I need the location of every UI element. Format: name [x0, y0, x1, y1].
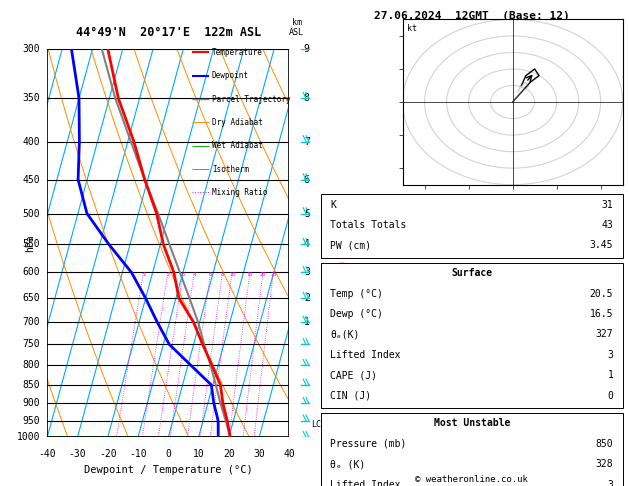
Text: Lifted Index: Lifted Index [330, 480, 401, 486]
Text: 4: 4 [304, 239, 309, 249]
Text: 750: 750 [22, 340, 40, 349]
Text: 10: 10 [192, 449, 204, 459]
Text: kt: kt [407, 24, 417, 34]
Text: 43: 43 [601, 220, 613, 230]
Bar [321, 263, 623, 408]
Text: 10: 10 [229, 273, 235, 278]
Text: PW (cm): PW (cm) [330, 241, 371, 250]
Text: 5: 5 [304, 208, 309, 219]
Text: 27.06.2024  12GMT  (Base: 12): 27.06.2024 12GMT (Base: 12) [374, 11, 570, 21]
Text: Surface: Surface [451, 268, 493, 278]
Text: Temp (°C): Temp (°C) [330, 289, 383, 298]
Text: 950: 950 [22, 416, 40, 426]
Text: 20.5: 20.5 [590, 289, 613, 298]
Text: Parcel Trajectory: Parcel Trajectory [212, 95, 291, 104]
Text: 850: 850 [22, 380, 40, 390]
Text: 1: 1 [608, 370, 613, 380]
Text: 31: 31 [601, 200, 613, 209]
Text: 328: 328 [596, 459, 613, 469]
Text: 3: 3 [182, 273, 185, 278]
Text: 8: 8 [304, 93, 309, 104]
Text: 350: 350 [22, 93, 40, 104]
Text: -40: -40 [38, 449, 56, 459]
Text: Dry Adiabat: Dry Adiabat [212, 118, 263, 127]
Text: θₑ (K): θₑ (K) [330, 459, 365, 469]
Text: 800: 800 [22, 360, 40, 370]
Text: θₑ(K): θₑ(K) [330, 330, 360, 339]
Text: 4: 4 [192, 273, 196, 278]
Text: 40: 40 [284, 449, 295, 459]
Text: Lifted Index: Lifted Index [330, 350, 401, 360]
Text: 900: 900 [22, 399, 40, 408]
Text: 9: 9 [304, 44, 309, 53]
Text: 300: 300 [22, 44, 40, 53]
Text: 600: 600 [22, 267, 40, 278]
Text: 20: 20 [223, 449, 235, 459]
Text: 6: 6 [304, 174, 309, 185]
Text: 2: 2 [304, 293, 309, 303]
Text: CIN (J): CIN (J) [330, 391, 371, 400]
Text: 850: 850 [596, 439, 613, 449]
Text: 1: 1 [142, 273, 145, 278]
Text: hPa: hPa [25, 234, 35, 252]
Text: Temperature: Temperature [212, 48, 263, 57]
Text: 327: 327 [596, 330, 613, 339]
Text: -20: -20 [99, 449, 116, 459]
Text: Mixing Ratio: Mixing Ratio [212, 188, 267, 197]
Text: -30: -30 [69, 449, 86, 459]
Bar [321, 194, 623, 258]
Text: 550: 550 [22, 239, 40, 249]
Text: 7: 7 [304, 137, 309, 146]
Text: 6: 6 [209, 273, 212, 278]
Text: Dewp (°C): Dewp (°C) [330, 309, 383, 319]
Text: Isotherm: Isotherm [212, 165, 249, 174]
Text: 1000: 1000 [16, 433, 40, 442]
Text: Dewpoint / Temperature (°C): Dewpoint / Temperature (°C) [84, 465, 253, 475]
Text: 8: 8 [221, 273, 224, 278]
Text: © weatheronline.co.uk: © weatheronline.co.uk [415, 474, 528, 484]
Text: 0: 0 [608, 391, 613, 400]
Text: 25: 25 [270, 273, 277, 278]
Text: 44°49'N  20°17'E  122m ASL: 44°49'N 20°17'E 122m ASL [75, 26, 261, 39]
Text: 16.5: 16.5 [590, 309, 613, 319]
Text: 3: 3 [608, 350, 613, 360]
Bar [321, 413, 623, 486]
Text: K: K [330, 200, 336, 209]
Text: Wet Adiabat: Wet Adiabat [212, 141, 263, 150]
Text: 20: 20 [260, 273, 266, 278]
Text: 650: 650 [22, 293, 40, 303]
Text: CAPE (J): CAPE (J) [330, 370, 377, 380]
Text: 1: 1 [304, 317, 309, 327]
Text: Mixing Ratio (g/kg): Mixing Ratio (g/kg) [338, 195, 347, 291]
Text: 0: 0 [165, 449, 171, 459]
Text: Pressure (mb): Pressure (mb) [330, 439, 406, 449]
Text: LCL: LCL [311, 420, 326, 429]
Text: 3: 3 [304, 267, 309, 278]
Text: Most Unstable: Most Unstable [433, 418, 510, 428]
Text: 450: 450 [22, 174, 40, 185]
Text: 15: 15 [247, 273, 253, 278]
Text: 700: 700 [22, 317, 40, 327]
Text: 400: 400 [22, 137, 40, 146]
Text: Dewpoint: Dewpoint [212, 71, 249, 80]
Text: km
ASL: km ASL [289, 17, 304, 37]
Text: 500: 500 [22, 208, 40, 219]
Text: 3: 3 [608, 480, 613, 486]
Text: -10: -10 [129, 449, 147, 459]
Text: 3.45: 3.45 [590, 241, 613, 250]
Text: 2: 2 [166, 273, 170, 278]
Text: Totals Totals: Totals Totals [330, 220, 406, 230]
Text: 30: 30 [253, 449, 265, 459]
